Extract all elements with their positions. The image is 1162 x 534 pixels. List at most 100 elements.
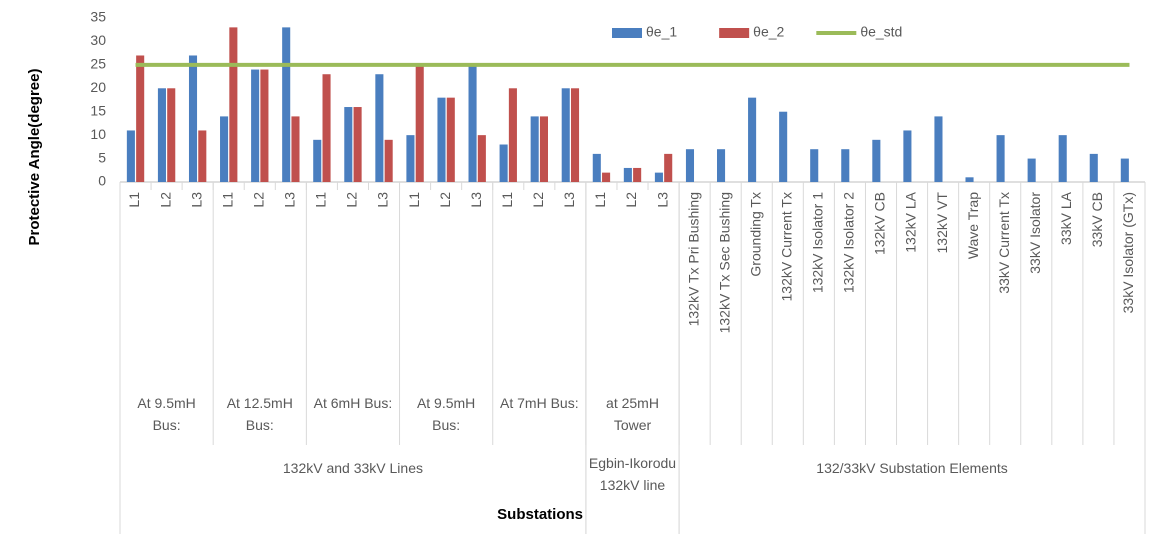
bar xyxy=(167,88,176,182)
x-tick-label: L3 xyxy=(188,192,204,208)
bar xyxy=(220,116,229,182)
bar xyxy=(841,149,850,182)
bar xyxy=(291,116,300,182)
x-tick-label: L3 xyxy=(468,192,484,208)
x-tick-label: 132kV Tx Sec Bushing xyxy=(716,192,732,333)
bar xyxy=(748,97,757,182)
x-tick-label: 132kV LA xyxy=(903,191,919,252)
bar xyxy=(717,149,726,182)
x-tick-label: L1 xyxy=(406,192,422,208)
y-axis-label: Protective Angle(degree) xyxy=(26,69,43,246)
bar xyxy=(872,139,881,182)
bar xyxy=(810,149,819,182)
bar xyxy=(903,130,912,182)
y-tick-label: 30 xyxy=(90,32,106,48)
bar xyxy=(654,172,663,182)
x-tick-label: 132kV VT xyxy=(934,192,950,254)
legend-label: θe_1 xyxy=(646,24,677,40)
bar xyxy=(384,139,393,182)
x-tick-label: 132kV CB xyxy=(872,192,888,255)
x-tick-label: L2 xyxy=(530,192,546,208)
group-label: At 9.5mH Bus: xyxy=(137,395,196,433)
y-tick-label: 35 xyxy=(90,9,106,25)
bar xyxy=(934,116,943,182)
x-tick-label: L2 xyxy=(437,192,453,208)
x-tick-label: L2 xyxy=(157,192,173,208)
bar xyxy=(1027,158,1036,182)
bar xyxy=(136,55,145,182)
bar xyxy=(353,107,362,182)
x-tick-label: L1 xyxy=(499,192,515,208)
x-tick-label: 33kV Isolator xyxy=(1027,192,1043,274)
legend-label: θe_2 xyxy=(753,24,784,40)
group-label: at 25mH Tower xyxy=(606,395,659,433)
y-tick-label: 0 xyxy=(98,173,106,189)
bar xyxy=(313,139,322,182)
x-tick-label: 33kV CB xyxy=(1089,192,1105,247)
x-axis-label: Substations xyxy=(497,506,583,523)
y-tick-label: 10 xyxy=(90,126,106,142)
group-label: At 7mH Bus: xyxy=(500,395,579,411)
x-tick-label: 132kV Isolator 2 xyxy=(841,192,857,293)
bar xyxy=(633,167,642,182)
bar xyxy=(446,97,455,182)
group-label: At 6mH Bus: xyxy=(313,395,393,411)
bar xyxy=(260,69,269,182)
y-tick-label: 25 xyxy=(90,56,106,72)
bar xyxy=(437,97,446,182)
bar xyxy=(1120,158,1129,182)
bar xyxy=(685,149,695,182)
x-tick-label: L1 xyxy=(126,192,142,208)
x-tick-label: 33kV Current Tx xyxy=(996,192,1012,294)
bar xyxy=(965,177,974,182)
x-tick-label: 132kV Isolator 1 xyxy=(810,192,826,293)
legend-swatch xyxy=(612,28,642,38)
bar xyxy=(623,167,632,182)
x-tick-label: L3 xyxy=(282,192,298,208)
bar xyxy=(499,144,508,182)
x-tick-label: Grounding Tx xyxy=(747,192,763,277)
bar xyxy=(251,69,260,182)
bar xyxy=(468,64,477,182)
x-tick-label: 33kV LA xyxy=(1058,191,1074,245)
bar xyxy=(157,88,166,182)
group-label: At 12.5mH Bus: xyxy=(226,395,293,433)
bar xyxy=(570,88,580,182)
bar xyxy=(198,130,207,182)
bar xyxy=(126,130,135,182)
bar xyxy=(229,27,238,182)
x-tick-label: L3 xyxy=(375,192,391,208)
bar xyxy=(508,88,517,182)
x-tick-label: 132kV Current Tx xyxy=(779,192,795,301)
x-tick-label: L2 xyxy=(344,192,360,208)
x-tick-label: L2 xyxy=(623,192,639,208)
bar xyxy=(1089,153,1098,182)
x-tick-label: 33kV Isolator (GTx) xyxy=(1120,192,1136,313)
bar xyxy=(282,27,291,182)
x-tick-label: L3 xyxy=(561,192,577,208)
bar xyxy=(322,74,331,182)
group-label: At 9.5mH Bus: xyxy=(416,395,476,433)
bar xyxy=(779,111,788,182)
y-tick-label: 20 xyxy=(90,79,106,95)
bar xyxy=(530,116,539,182)
x-tick-label: 132kV Tx Pri Bushing xyxy=(685,192,701,326)
bar xyxy=(561,88,570,182)
x-tick-label: L2 xyxy=(250,192,266,208)
x-tick-label: L1 xyxy=(592,192,608,208)
bar xyxy=(664,153,673,182)
bar xyxy=(415,64,424,182)
bar xyxy=(406,135,415,182)
bar xyxy=(188,55,198,182)
bar xyxy=(539,116,548,182)
y-tick-label: 5 xyxy=(98,149,106,165)
bar xyxy=(477,135,486,182)
bar xyxy=(602,172,611,182)
y-tick-label: 15 xyxy=(90,102,106,118)
bar xyxy=(592,153,601,182)
top-group-label: Egbin-Ikorodu 132kV line xyxy=(588,455,677,493)
x-tick-label: L1 xyxy=(219,192,235,208)
bar xyxy=(344,107,353,182)
top-group-label: 132/33kV Substation Elements xyxy=(816,460,1008,476)
legend-label: θe_std xyxy=(860,24,902,40)
